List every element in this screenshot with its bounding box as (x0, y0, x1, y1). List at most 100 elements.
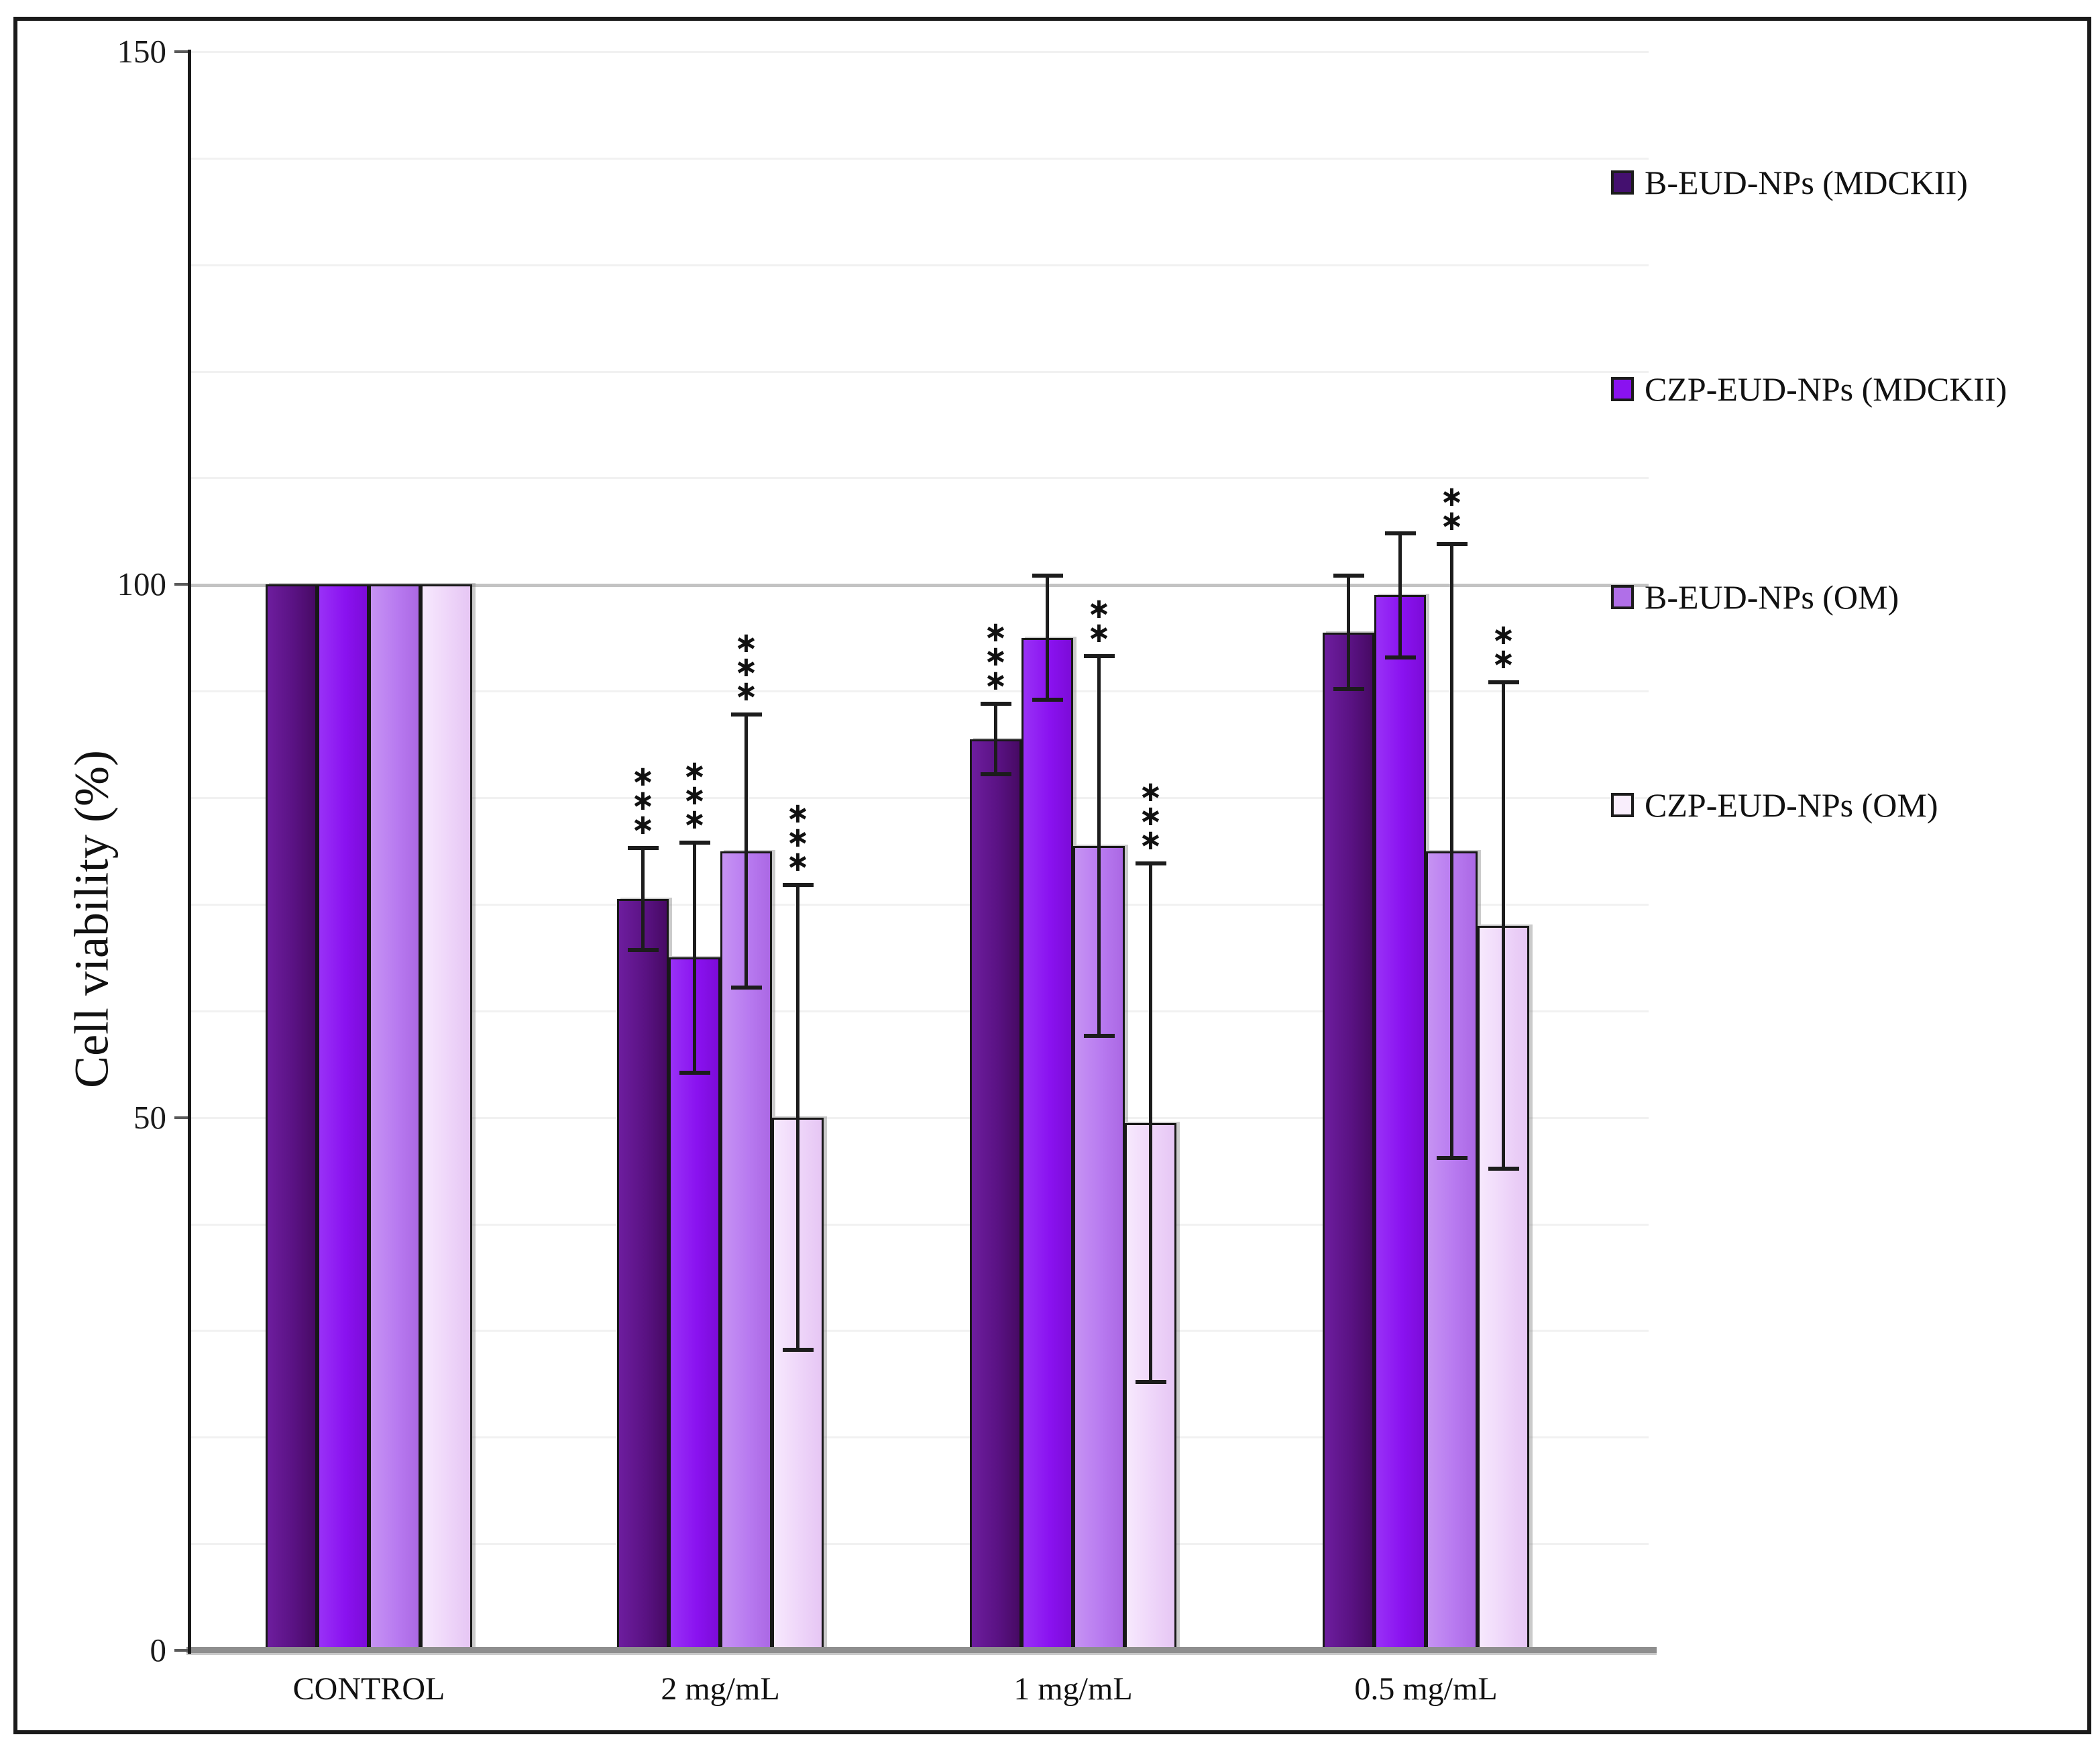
gridline (190, 51, 1649, 53)
gridline (190, 1436, 1649, 1439)
bar (266, 584, 317, 1650)
error-bar (1488, 680, 1519, 1171)
error-bar-line (1046, 574, 1049, 702)
error-bar (1083, 653, 1115, 1038)
gridline (190, 1116, 1649, 1119)
significance-marks: ∗ ∗ ∗ (969, 615, 1023, 697)
y-tick-label: 100 (117, 566, 167, 603)
significance-marks: ∗ ∗ ∗ (668, 756, 722, 835)
error-bar-cap-bottom (1032, 698, 1063, 702)
gridline (190, 477, 1649, 480)
error-bar (1333, 574, 1364, 692)
bar (1323, 632, 1374, 1650)
error-bar-line (1097, 653, 1101, 1038)
asterisk: ∗ (1138, 775, 1163, 808)
error-bar (730, 712, 762, 990)
asterisk: ∗ (785, 820, 810, 854)
error-bar-cap-top (980, 702, 1011, 706)
asterisk: ∗ (682, 778, 707, 811)
error-bar-cap-top (679, 840, 710, 845)
error-bar-cap-top (1436, 541, 1468, 546)
asterisk: ∗ (1138, 799, 1163, 833)
error-bar-line (1149, 861, 1152, 1384)
error-bar (1384, 531, 1416, 659)
x-category-label: 2 mg/mL (661, 1671, 780, 1707)
gridline (190, 903, 1649, 906)
asterisk: ∗ (1439, 479, 1464, 513)
legend-label: B-EUD-NPs (OM) (1645, 578, 1899, 616)
error-bar-line (641, 845, 645, 953)
gridline (190, 797, 1649, 800)
asterisk: ∗ (630, 783, 655, 816)
y-axis-tick (174, 583, 188, 586)
error-bar-cap-top (730, 712, 762, 717)
y-axis-line (188, 50, 191, 1654)
y-tick-label: 150 (117, 33, 167, 70)
legend-label: CZP-EUD-NPs (OM) (1645, 786, 1938, 824)
error-bar-cap-bottom (1135, 1379, 1166, 1384)
asterisk: ∗ (1491, 618, 1516, 651)
asterisk: ∗ (682, 802, 707, 835)
gridline (190, 370, 1649, 373)
error-bar-line (1398, 531, 1402, 659)
error-bar-line (1347, 574, 1350, 692)
asterisk: ∗ (1439, 503, 1464, 537)
bar (1021, 637, 1073, 1650)
y-axis-tick (174, 1649, 188, 1652)
error-bar-line (1502, 680, 1505, 1171)
asterisk: ∗ (630, 807, 655, 841)
error-bar (1135, 861, 1166, 1384)
asterisk: ∗ (1087, 615, 1111, 649)
asterisk: ∗ (983, 664, 1008, 697)
gridline (190, 264, 1649, 266)
bar (970, 739, 1021, 1650)
error-bar-cap-top (1384, 531, 1416, 535)
error-bar-cap-top (1083, 653, 1115, 658)
significance-marks: ∗ ∗ ∗ (720, 628, 773, 707)
asterisk: ∗ (983, 639, 1008, 673)
significance-marks: ∗ ∗ ∗ (771, 799, 825, 878)
error-bar-cap-bottom (730, 986, 762, 990)
legend-swatch (1611, 585, 1634, 609)
asterisk: ∗ (785, 845, 810, 878)
x-category-label: 1 mg/mL (1013, 1671, 1133, 1707)
bar (617, 898, 669, 1650)
gridline (190, 1223, 1649, 1226)
error-bar-cap-top (1032, 574, 1063, 578)
bar (369, 584, 421, 1650)
error-bar (782, 883, 814, 1353)
error-bar-cap-bottom (627, 948, 659, 953)
error-bar-line (994, 702, 997, 777)
gridline (190, 1330, 1649, 1332)
legend-swatch (1611, 170, 1634, 195)
error-bar-cap-bottom (1384, 655, 1416, 659)
significance-marks: ∗ ∗ (1072, 594, 1126, 649)
asterisk: ∗ (734, 674, 759, 707)
bar (421, 584, 472, 1650)
error-bar-cap-top (1488, 680, 1519, 685)
y-tick-label: 0 (150, 1632, 167, 1669)
bar (1374, 595, 1426, 1650)
bar (1478, 925, 1529, 1650)
error-bar-cap-bottom (1436, 1156, 1468, 1161)
error-bar-cap-top (627, 845, 659, 850)
y-axis-tick (174, 50, 188, 53)
gridline (190, 157, 1649, 160)
asterisk: ∗ (983, 615, 1008, 649)
legend-label: CZP-EUD-NPs (MDCKII) (1645, 370, 2007, 408)
error-bar (1436, 541, 1468, 1161)
asterisk: ∗ (630, 759, 655, 792)
x-axis-baseline (186, 1647, 1657, 1655)
bar (317, 584, 369, 1650)
error-bar-cap-bottom (782, 1348, 814, 1353)
x-category-label: CONTROL (292, 1671, 445, 1707)
gridline (190, 690, 1649, 693)
significance-marks: ∗ ∗ ∗ (1124, 775, 1178, 854)
bar (1125, 1122, 1176, 1650)
error-bar-cap-bottom (1083, 1033, 1115, 1038)
error-bar-line (1450, 541, 1453, 1161)
gridline (190, 1010, 1649, 1012)
y-axis-tick (174, 1116, 188, 1119)
error-bar (1032, 574, 1063, 702)
legend-swatch (1611, 793, 1634, 817)
